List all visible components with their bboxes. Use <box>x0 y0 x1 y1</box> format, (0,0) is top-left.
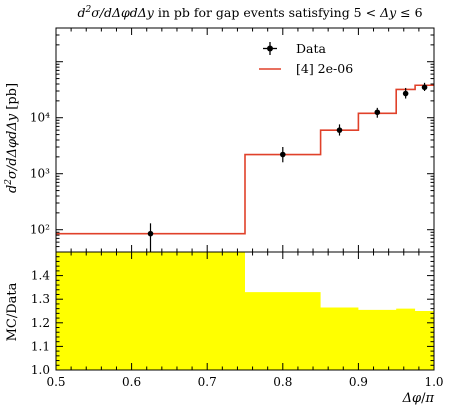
ratio-y-tick-label-3: 1.3 <box>31 292 50 306</box>
x-tick-label-1: 0.6 <box>122 375 141 389</box>
legend-data-marker <box>267 45 273 52</box>
ratio-panel: 0.5 0.6 0.7 0.8 0.9 1.0 1.0 1.1 1.2 1.3 1.4 <box>31 251 444 389</box>
main-y-axis-label: d2σ/dΔφdΔy [pb] <box>4 83 20 193</box>
legend: Data [4] 2e-06 <box>259 41 353 76</box>
legend-data-label: Data <box>296 41 326 56</box>
legend-mc-label: [4] 2e-06 <box>296 61 353 76</box>
ratio-y-tick-label-0: 1.0 <box>31 363 50 377</box>
x-tick-label-3: 0.8 <box>273 375 292 389</box>
x-tick-label-4: 0.9 <box>349 375 368 389</box>
chart-title: d2σ/dΔφdΔy in pb for gap events satisfyi… <box>77 5 422 20</box>
main-y-tick-label-1: 10³ <box>30 167 50 181</box>
x-tick-label-0: 0.5 <box>46 375 65 389</box>
ratio-y-tick-label-2: 1.2 <box>31 316 50 330</box>
svg-text:d2σ/dΔφdΔy [pb]: d2σ/dΔφdΔy [pb] <box>4 83 20 193</box>
mc-step-line <box>56 84 434 235</box>
ratio-fill-area <box>56 252 434 370</box>
data-point-1 <box>280 151 286 158</box>
svg-text:MC/Data: MC/Data <box>5 282 20 341</box>
ratio-y-axis-label: MC/Data <box>5 282 20 341</box>
main-y-tick-label-0: 10² <box>30 223 50 237</box>
data-point-5 <box>421 84 428 91</box>
main-panel: 10² 10³ 10⁴ <box>30 27 435 254</box>
data-point-0 <box>147 230 154 237</box>
x-axis-label: Δφ/π <box>402 391 435 406</box>
ratio-y-tick-label-1: 1.1 <box>31 339 50 353</box>
ratio-plot-frame <box>55 251 435 371</box>
data-point-4 <box>402 90 409 97</box>
data-point-3 <box>374 109 381 116</box>
data-point-2 <box>336 127 343 133</box>
x-tick-label-5: 1.0 <box>424 375 443 389</box>
ratio-y-tick-label-4: 1.4 <box>31 269 50 283</box>
x-tick-label-2: 0.7 <box>198 375 217 389</box>
main-y-tick-label-2: 10⁴ <box>30 111 50 125</box>
